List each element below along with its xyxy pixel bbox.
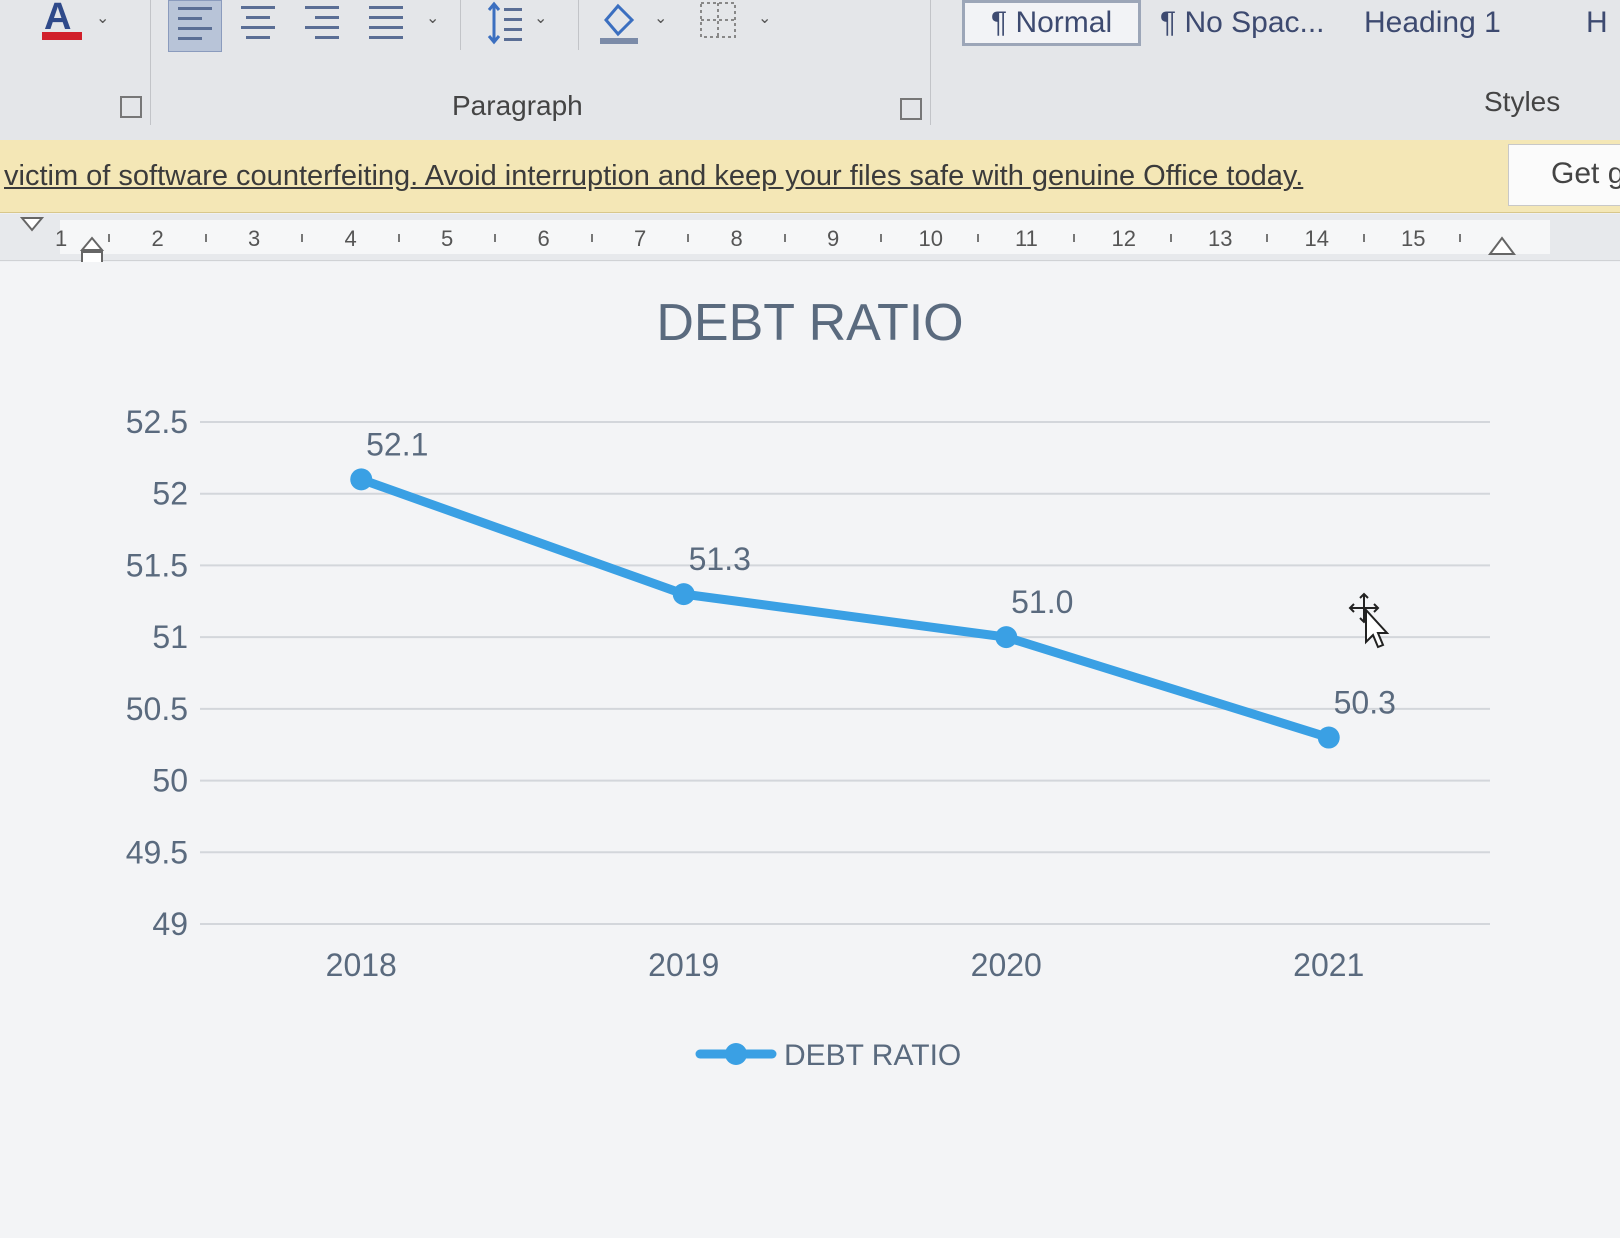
style-normal[interactable]: ¶ Normal [962,0,1142,46]
font-color-dropdown-icon[interactable]: ⌄ [96,10,110,27]
x-tick-label: 2019 [648,947,719,983]
y-tick-label: 51 [152,619,188,655]
ruler-number-14: 14 [1304,226,1329,251]
ruler-tick [301,234,304,242]
y-tick-label: 50 [152,763,188,799]
x-tick-label: 2020 [971,947,1042,983]
justify-button[interactable] [360,0,412,50]
ruler-number-13: 13 [1208,226,1233,251]
ruler-tick [1459,234,1462,242]
style-no-spacing[interactable]: ¶ No Spac... [1160,6,1325,39]
font-color-swatch [42,32,82,40]
legend-label: DEBT RATIO [784,1039,961,1072]
group-separator [578,0,579,50]
font-dialog-launcher-icon[interactable] [120,96,142,118]
ribbon: A ⌄ ⌄ ⌄ ⌄ ⌄ Paragraph ¶ Normal ¶ No Spac… [0,0,1620,141]
group-separator [150,0,151,125]
shading-bucket-icon[interactable] [596,0,642,46]
ruler-tick [204,234,207,242]
y-tick-label: 49.5 [126,834,188,870]
paragraph-group-label: Paragraph [452,90,583,121]
get-genuine-office-label: Get g [1551,157,1620,190]
style-heading-1[interactable]: Heading 1 [1364,6,1501,39]
x-tick-label: 2021 [1293,947,1364,983]
ruler-number-2: 2 [151,226,164,251]
data-label: 52.1 [366,426,428,462]
ruler-tick [880,234,883,242]
y-tick-label: 49 [152,906,188,942]
group-separator [930,0,931,125]
data-point [1317,726,1340,749]
ruler-tick [1362,234,1365,242]
line-spacing-icon[interactable] [486,0,526,48]
ruler-number-12: 12 [1111,226,1136,251]
ruler-tick [687,234,690,242]
paragraph-dialog-launcher-icon[interactable] [900,98,922,120]
align-left-icon [178,7,212,47]
y-tick-label: 52.5 [126,404,188,440]
ruler-number-11: 11 [1015,226,1038,251]
data-point [350,468,373,491]
style-heading-2[interactable]: H [1586,6,1608,39]
x-tick-label: 2018 [326,947,397,983]
chart-title: DEBT RATIO [656,294,963,352]
ruler-number-10: 10 [918,226,943,251]
ruler-number-5: 5 [441,226,454,251]
move-cursor-icon [1348,592,1390,649]
shading-dropdown-icon[interactable]: ⌄ [654,10,668,27]
legend-marker [725,1043,747,1065]
ruler-tick [1266,234,1269,242]
ruler-active-area [60,220,1550,254]
get-genuine-office-button[interactable]: Get g [1508,144,1620,206]
align-right-button[interactable] [296,0,348,50]
data-label: 51.0 [1011,584,1073,620]
data-label: 51.3 [689,541,751,577]
first-line-indent-icon[interactable] [20,216,44,234]
ruler-tick [108,234,111,242]
ruler-number-15: 15 [1401,226,1426,251]
ruler-number-1: 1 [55,226,68,251]
ruler-tick [1073,234,1076,242]
ruler-number-9: 9 [827,226,840,251]
align-center-button[interactable] [232,0,284,50]
data-point [995,626,1018,649]
justify-icon [369,6,403,46]
ruler-tick [397,234,400,242]
styles-group-label: Styles [1484,86,1561,117]
debt-ratio-line-chart[interactable]: DEBT RATIO 52.5 52 51.5 51 50.5 50 49.5 49 2018 20… [0,262,1620,1238]
ruler-tick [494,234,497,242]
font-color-glyph: A [44,0,72,38]
y-tick-label: 51.5 [126,547,188,583]
align-center-icon [241,6,275,46]
y-tick-label: 50.5 [126,691,188,727]
genuine-office-notice-link[interactable]: victim of software counterfeiting. Avoid… [4,160,1304,192]
align-left-button[interactable] [168,0,222,52]
ruler-number-4: 4 [344,226,357,251]
chart-area[interactable] [0,262,1620,1238]
ruler-number-8: 8 [730,226,743,251]
series-line [356,474,1334,743]
align-right-icon [305,6,339,46]
justify-dropdown-icon[interactable]: ⌄ [426,10,440,27]
data-point [672,583,695,606]
ruler-number-6: 6 [537,226,550,251]
borders-icon[interactable] [698,0,738,40]
right-indent-icon[interactable] [1488,234,1516,256]
ruler-number-3: 3 [248,226,261,251]
ruler-tick [590,234,593,242]
borders-dropdown-icon[interactable]: ⌄ [758,10,772,27]
group-separator [460,0,461,50]
font-color-button[interactable]: A [38,0,82,40]
line-spacing-dropdown-icon[interactable]: ⌄ [534,10,548,27]
ruler-tick [783,234,786,242]
horizontal-ruler[interactable]: 1 2 3 4 5 6 7 8 9 10 11 12 13 14 15 [0,214,1620,269]
genuine-office-notice-bar: victim of software counterfeiting. Avoid… [0,140,1620,213]
ruler-tick [976,234,979,242]
ruler-number-7: 7 [634,226,647,251]
data-label: 50.3 [1334,685,1396,721]
y-tick-label: 52 [152,476,188,512]
ruler-tick [1169,234,1172,242]
